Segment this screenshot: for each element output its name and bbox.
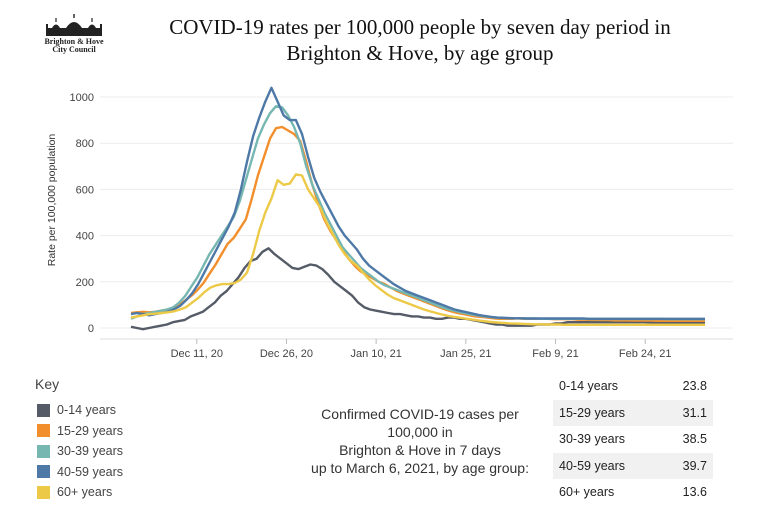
rates-table: 0-14 years 23.8 15-29 years 31.1 30-39 y…	[553, 373, 713, 506]
legend-label: 30-39 years	[57, 444, 124, 459]
legend-label: 40-59 years	[57, 464, 124, 479]
table-cell-age: 60+ years	[559, 485, 615, 500]
pavilion-icon	[46, 14, 102, 36]
logo-text-line1: Brighton & Hove	[44, 37, 104, 46]
table-cell-rate: 13.6	[682, 485, 707, 500]
series-line-60-years	[130, 173, 705, 326]
legend-label: 0-14 years	[57, 403, 117, 418]
legend-swatch	[37, 424, 50, 438]
legend-label: 15-29 years	[57, 423, 124, 438]
x-tick-label: Feb 24, 21	[619, 348, 672, 360]
y-axis-ticks: 0 200 400 600 800 1000	[70, 92, 94, 335]
series-line-30-39-years	[130, 104, 705, 321]
table-row: 40-59 years 39.7	[553, 452, 713, 479]
legend-swatch	[37, 485, 50, 499]
table-cell-age: 0-14 years	[559, 379, 619, 394]
summary-line2: 100,000 in	[387, 424, 453, 440]
table-cell-rate: 39.7	[682, 458, 707, 473]
table-row: 15-29 years 31.1	[553, 399, 713, 426]
legend: 0-14 years 15-29 years 30-39 years 40-59…	[37, 400, 123, 503]
y-tick-label: 600	[76, 184, 94, 196]
series-lines	[130, 86, 705, 331]
table-cell-rate: 38.5	[682, 432, 707, 447]
legend-item-30-39: 30-39 years	[37, 441, 123, 462]
chart-title-line1: COVID-19 rates per 100,000 people by sev…	[169, 15, 671, 39]
y-tick-label: 400	[76, 231, 94, 243]
table-cell-age: 15-29 years	[559, 405, 626, 420]
table-cell-age: 30-39 years	[559, 432, 626, 447]
legend-swatch	[37, 465, 50, 479]
table-cell-rate: 31.1	[682, 405, 707, 420]
legend-label: 60+ years	[57, 485, 113, 500]
x-tick-label: Jan 25, 21	[440, 348, 491, 360]
legend-item-60-plus: 60+ years	[37, 482, 123, 503]
y-tick-label: 0	[88, 323, 94, 335]
y-tick-label: 800	[76, 138, 94, 150]
series-line-15-29-years	[130, 125, 705, 322]
x-tick-label: Dec 11, 20	[171, 348, 223, 360]
chart-title-line2: Brighton & Hove, by age group	[286, 41, 554, 65]
legend-swatch	[37, 403, 50, 417]
summary-line3: Brighton & Hove in 7 days	[339, 442, 501, 458]
summary-text: Confirmed COVID-19 cases per 100,000 in …	[300, 405, 540, 477]
table-row: 30-39 years 38.5	[553, 426, 713, 453]
table-cell-rate: 23.8	[682, 379, 707, 394]
legend-swatch	[37, 444, 50, 458]
legend-item-40-59: 40-59 years	[37, 462, 123, 483]
legend-item-15-29: 15-29 years	[37, 421, 123, 442]
x-axis-ticks: Dec 11, 20 Dec 26, 20 Jan 10, 21 Jan 25, 21…	[171, 339, 672, 360]
y-axis-label: Rate per 100,000 population	[46, 134, 58, 267]
y-tick-label: 200	[76, 277, 94, 289]
table-row: 0-14 years 23.8	[553, 373, 713, 400]
series-line-0-14-years	[130, 247, 705, 331]
legend-title: Key	[35, 376, 60, 392]
x-tick-label: Jan 10, 21	[350, 348, 401, 360]
y-tick-label: 1000	[70, 92, 94, 104]
x-tick-label: Feb 9, 21	[532, 348, 578, 360]
logo-text-line2: City Council	[52, 45, 96, 54]
series-line-40-59-years	[130, 86, 705, 320]
council-logo: Brighton & Hove City Council	[28, 14, 120, 64]
gridlines	[100, 96, 733, 340]
summary-line1: Confirmed COVID-19 cases per	[321, 406, 519, 422]
chart-title: COVID-19 rates per 100,000 people by sev…	[130, 14, 710, 66]
legend-item-0-14: 0-14 years	[37, 400, 123, 421]
line-chart: 0 200 400 600 800 1000 Dec 11, 20 Dec 26, 20 Ja…	[46, 86, 733, 360]
table-row: 60+ years 13.6	[553, 479, 713, 506]
x-tick-label: Dec 26, 20	[260, 348, 313, 360]
summary-line4: up to March 6, 2021, by age group:	[311, 460, 529, 476]
table-cell-age: 40-59 years	[559, 458, 626, 473]
